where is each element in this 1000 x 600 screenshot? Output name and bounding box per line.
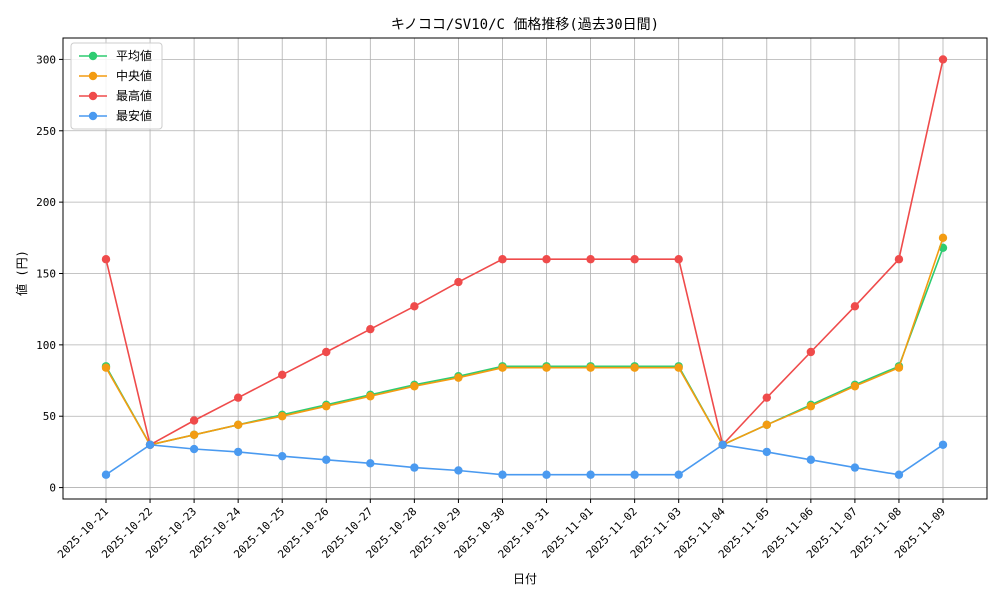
legend-marker: [88, 71, 98, 81]
data-point: [674, 255, 683, 264]
data-point: [850, 382, 860, 391]
legend-marker: [88, 91, 98, 101]
plot-area: [62, 37, 988, 500]
data-point: [806, 402, 816, 411]
legend-marker: [88, 51, 98, 61]
data-point: [322, 402, 331, 411]
series-中央値: [101, 233, 948, 449]
data-point: [498, 470, 507, 479]
y-tick-label: 150: [36, 267, 56, 280]
data-point: [233, 420, 243, 429]
data-point: [366, 459, 375, 468]
data-point: [498, 363, 507, 372]
data-point: [410, 302, 419, 311]
legend-item: 中央値: [79, 68, 152, 83]
data-point: [145, 440, 155, 449]
data-point: [101, 470, 111, 479]
data-point: [542, 470, 551, 479]
legend-label: 中央値: [116, 68, 152, 83]
data-point: [454, 373, 463, 382]
legend-item: 最高値: [79, 88, 152, 103]
data-point: [762, 393, 771, 402]
data-point: [586, 255, 595, 264]
legend-label: 最安値: [116, 108, 152, 123]
data-point: [366, 392, 375, 401]
data-point: [233, 393, 243, 402]
data-point: [454, 277, 463, 287]
series-line: [105, 247, 944, 446]
y-tick-label: 200: [36, 196, 56, 209]
data-point: [630, 255, 639, 264]
y-tick-label: 100: [36, 339, 56, 352]
data-point: [101, 363, 111, 372]
data-point: [233, 447, 243, 457]
data-point: [410, 382, 419, 391]
data-point: [189, 416, 199, 425]
data-point: [806, 455, 816, 464]
data-point: [586, 363, 595, 372]
legend-item: 平均値: [79, 48, 152, 63]
x-axis: 2025-10-212025-10-222025-10-232025-10-24…: [55, 499, 948, 561]
data-point: [630, 363, 639, 372]
x-axis-label: 日付: [513, 572, 537, 586]
data-point: [630, 470, 639, 479]
legend-item: 最安値: [79, 108, 152, 123]
series-最安値: [101, 440, 948, 479]
data-point: [850, 463, 860, 472]
grid-lines: [63, 38, 987, 499]
y-tick-label: 300: [36, 53, 56, 66]
data-point: [278, 451, 287, 461]
data-point: [674, 470, 683, 479]
data-point: [806, 347, 816, 357]
legend-box: [70, 42, 163, 130]
data-point: [278, 370, 287, 380]
data-point: [322, 455, 331, 464]
data-point: [850, 302, 860, 311]
data-point: [938, 55, 948, 64]
data-point: [189, 430, 199, 439]
legend-marker: [88, 111, 98, 121]
series-line: [105, 59, 944, 447]
y-tick-label: 250: [36, 125, 56, 138]
y-axis-label: 値 (円): [14, 250, 29, 296]
data-point: [762, 447, 771, 457]
series-line: [105, 237, 944, 446]
data-point: [938, 233, 948, 243]
chart-title: キノココ/SV10/C 価格推移(過去30日間): [391, 17, 659, 33]
series-line: [105, 443, 944, 476]
data-point: [278, 412, 287, 421]
data-point: [762, 420, 771, 429]
data-point: [101, 255, 111, 264]
data-point: [542, 255, 551, 264]
legend-label: 平均値: [116, 48, 152, 63]
data-point: [674, 363, 683, 372]
y-axis: 0 50 100 150 200 250 300: [36, 53, 63, 495]
data-point: [366, 324, 375, 334]
data-point: [894, 470, 904, 479]
y-tick-label: 0: [49, 482, 56, 495]
data-point: [718, 440, 727, 449]
legend-label: 最高値: [116, 88, 152, 103]
data-point: [894, 363, 904, 372]
series-最高値: [101, 55, 948, 449]
data-point: [498, 255, 507, 264]
data-point: [189, 444, 199, 454]
data-point: [454, 466, 463, 475]
data-point: [938, 440, 948, 449]
y-tick-label: 50: [43, 410, 56, 423]
series-group: [101, 55, 948, 479]
data-point: [586, 470, 595, 479]
data-point: [542, 363, 551, 372]
data-point: [322, 347, 331, 357]
data-point: [410, 463, 419, 472]
series-平均値: [101, 243, 948, 449]
data-point: [894, 255, 904, 264]
